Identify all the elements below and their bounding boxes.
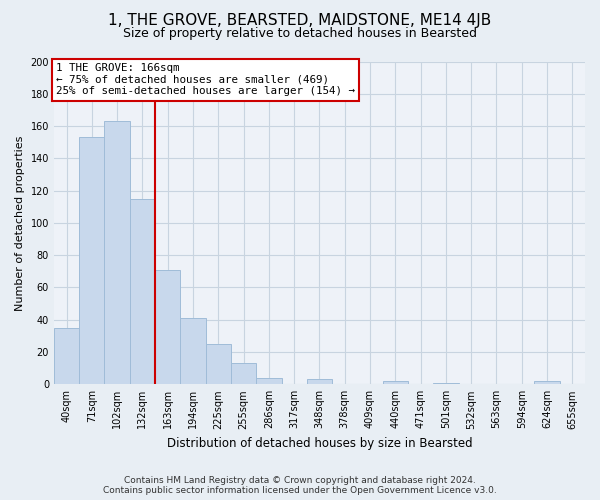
Text: 1 THE GROVE: 166sqm
← 75% of detached houses are smaller (469)
25% of semi-detac: 1 THE GROVE: 166sqm ← 75% of detached ho… xyxy=(56,63,355,96)
X-axis label: Distribution of detached houses by size in Bearsted: Distribution of detached houses by size … xyxy=(167,437,472,450)
Bar xyxy=(307,380,332,384)
Bar xyxy=(130,198,155,384)
Bar xyxy=(231,364,256,384)
Bar xyxy=(181,318,206,384)
Y-axis label: Number of detached properties: Number of detached properties xyxy=(15,135,25,310)
Text: 1, THE GROVE, BEARSTED, MAIDSTONE, ME14 4JB: 1, THE GROVE, BEARSTED, MAIDSTONE, ME14 … xyxy=(109,12,491,28)
Bar xyxy=(79,138,104,384)
Text: Size of property relative to detached houses in Bearsted: Size of property relative to detached ho… xyxy=(123,28,477,40)
Bar xyxy=(433,382,458,384)
Bar xyxy=(155,270,181,384)
Bar xyxy=(256,378,281,384)
Text: Contains HM Land Registry data © Crown copyright and database right 2024.
Contai: Contains HM Land Registry data © Crown c… xyxy=(103,476,497,495)
Bar xyxy=(383,381,408,384)
Bar xyxy=(535,381,560,384)
Bar xyxy=(104,121,130,384)
Bar xyxy=(206,344,231,385)
Bar xyxy=(54,328,79,384)
